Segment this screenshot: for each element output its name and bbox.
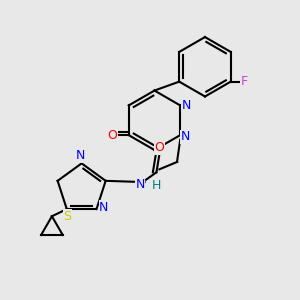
Text: F: F [241,75,248,88]
Text: N: N [76,149,85,162]
Text: S: S [63,210,71,223]
Text: N: N [182,99,191,112]
Text: H: H [152,179,161,192]
Text: N: N [181,130,190,143]
Text: N: N [99,201,109,214]
Text: O: O [107,129,117,142]
Text: N: N [135,178,145,191]
Text: O: O [154,141,164,154]
